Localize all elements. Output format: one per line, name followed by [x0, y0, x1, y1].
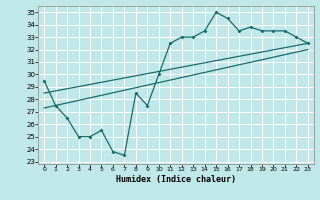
X-axis label: Humidex (Indice chaleur): Humidex (Indice chaleur)	[116, 175, 236, 184]
